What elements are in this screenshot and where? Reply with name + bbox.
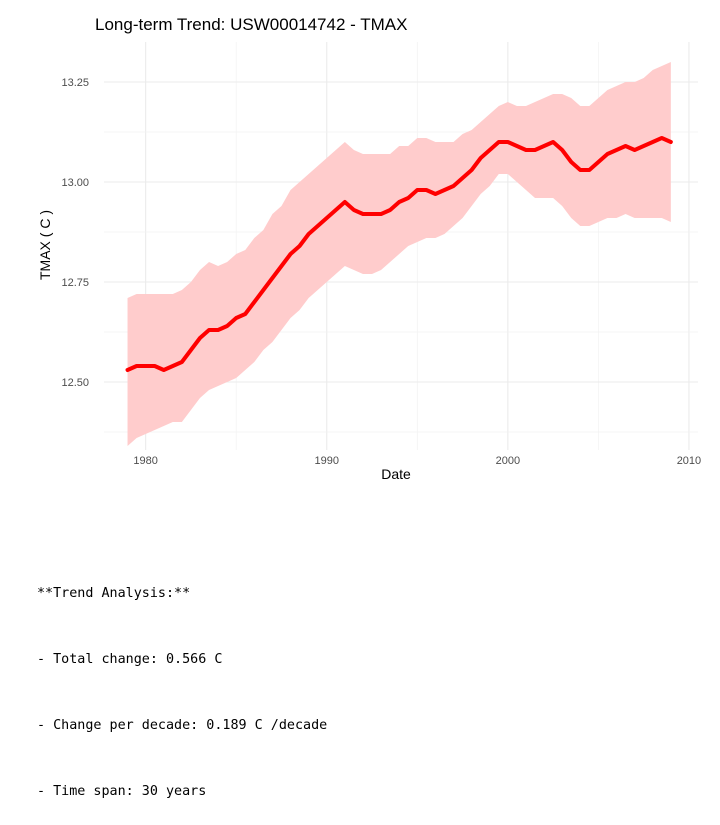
confidence-band-layer [127, 62, 671, 446]
trend-line-layer [125, 136, 673, 372]
x-axis-title: Date [381, 466, 411, 482]
x-tick-label: 1980 [133, 455, 157, 467]
summary-change-per-decade: - Change per decade: 0.189 C /decade [37, 718, 328, 733]
summary-time-span: - Time span: 30 years [37, 784, 207, 799]
y-tick-labels: 12.50 12.75 13.00 13.25 [61, 77, 89, 389]
summary-total-change: - Total change: 0.566 C [37, 652, 223, 667]
x-tick-label: 1990 [315, 455, 339, 467]
confidence-band [127, 62, 671, 446]
y-axis-title: TMAX ( C ) [37, 210, 53, 280]
y-tick-label: 12.50 [61, 377, 89, 389]
x-tick-label: 2000 [496, 455, 520, 467]
y-tick-label: 13.25 [61, 77, 89, 89]
y-tick-label: 12.75 [61, 277, 89, 289]
trend-analysis-summary: **Trend Analysis:** - Total change: 0.56… [37, 539, 327, 825]
x-tick-label: 2010 [677, 455, 701, 467]
trend-line [125, 136, 673, 372]
trend-chart: Long-term Trend: USW00014742 - TMAX 1980… [37, 15, 701, 482]
summary-heading: **Trend Analysis:** [37, 586, 191, 601]
x-tick-labels: 1980 1990 2000 2010 [133, 455, 701, 467]
y-tick-label: 13.00 [61, 177, 89, 189]
chart-title: Long-term Trend: USW00014742 - TMAX [95, 15, 407, 34]
